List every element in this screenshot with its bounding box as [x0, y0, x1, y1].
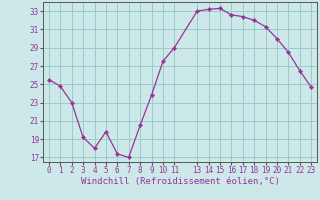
X-axis label: Windchill (Refroidissement éolien,°C): Windchill (Refroidissement éolien,°C)	[81, 177, 279, 186]
